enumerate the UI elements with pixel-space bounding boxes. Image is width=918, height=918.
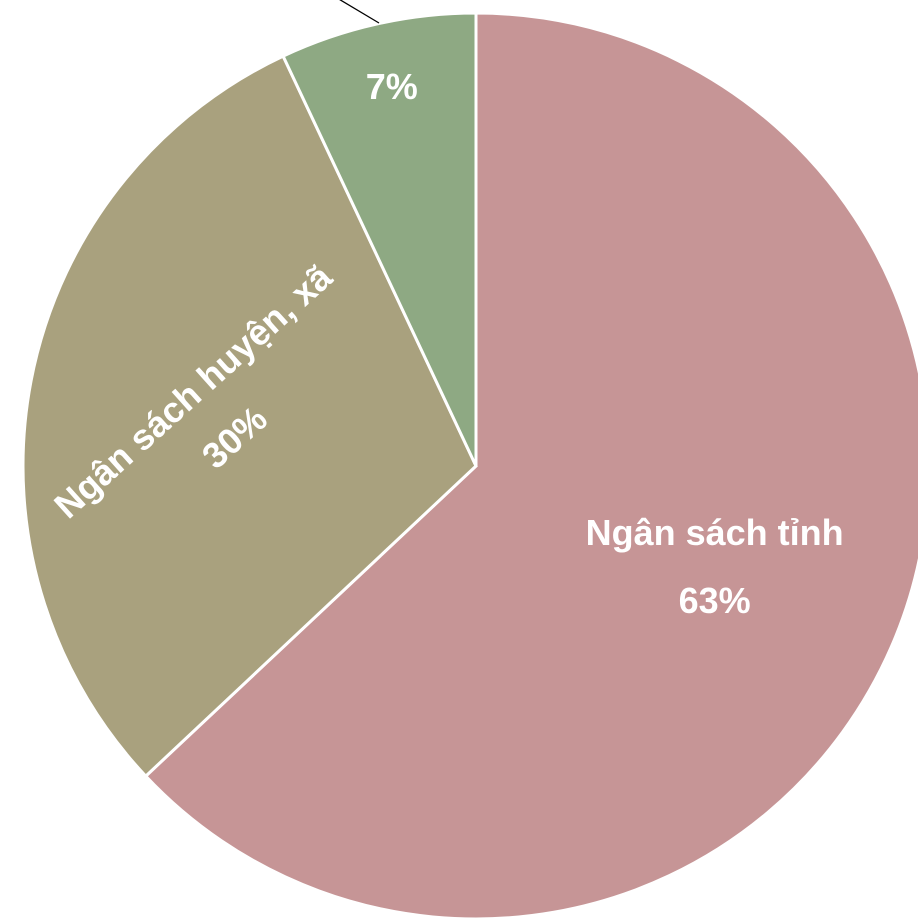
pie-slice-ngan-sach-tinh [143, 11, 918, 918]
leader-line [339, 0, 380, 24]
slice-percent-label: 7% [366, 66, 418, 107]
pie-slice-ngan-sach-huyen-xa [21, 54, 478, 779]
slice-label-group: 7% [366, 66, 418, 107]
slice-name-label: Ngân sách tỉnh [586, 512, 844, 553]
pie-slice-slice-3 [281, 11, 478, 467]
slice-percent-label: 63% [679, 580, 751, 621]
slice-label-group: Ngân sách tỉnh 63% [586, 512, 844, 621]
pie-slices [21, 11, 918, 918]
